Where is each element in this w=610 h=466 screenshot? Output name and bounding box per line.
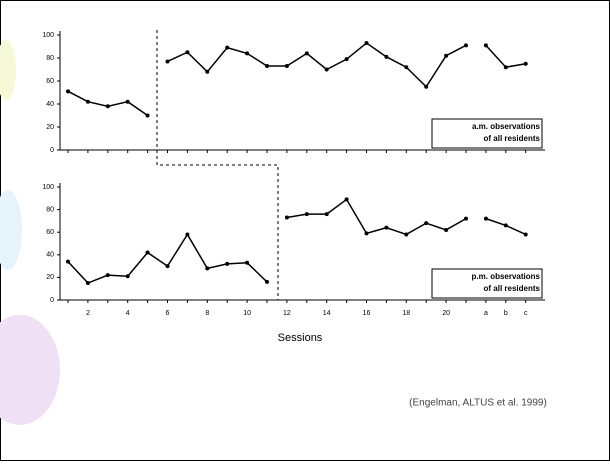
annotation: a.m. observations — [472, 122, 541, 131]
y-tick-label: 40 — [46, 252, 54, 259]
data-point — [66, 259, 70, 264]
x-tick-label: c — [524, 310, 528, 317]
x-axis-title: Sessions — [278, 332, 323, 344]
x-tick-label: 20 — [442, 310, 450, 317]
data-point — [523, 61, 528, 66]
data-point — [503, 223, 508, 228]
x-tick-label: 10 — [243, 310, 251, 317]
decoration — [0, 190, 22, 270]
x-tick-label: 8 — [205, 310, 209, 317]
x-tick-label: a — [484, 310, 488, 317]
data-point — [245, 260, 250, 265]
x-tick-label: 18 — [402, 310, 410, 317]
data-point — [105, 273, 110, 278]
data-point — [145, 250, 150, 255]
decoration — [0, 315, 60, 425]
data-line — [286, 198, 467, 236]
data-point — [384, 225, 389, 230]
data-point — [324, 67, 329, 72]
x-tick-label: 16 — [363, 310, 371, 317]
y-tick-label: 60 — [46, 229, 54, 236]
data-point — [503, 65, 508, 70]
y-tick-label: 100 — [42, 184, 54, 191]
annotation: p.m. observations — [472, 272, 541, 281]
data-point — [364, 41, 369, 46]
data-point — [444, 227, 449, 232]
y-tick-label: 20 — [46, 274, 54, 281]
x-tick-label: b — [504, 310, 508, 317]
data-point — [344, 197, 349, 202]
data-point — [483, 216, 488, 221]
data-point — [145, 113, 150, 118]
data-point — [404, 65, 409, 70]
data-point — [165, 264, 170, 269]
data-point — [245, 51, 250, 56]
data-point — [523, 232, 528, 237]
y-tick-label: 60 — [46, 78, 54, 85]
x-tick-label: 4 — [126, 310, 130, 317]
data-point — [66, 89, 70, 94]
y-tick-label: 100 — [42, 32, 54, 39]
data-point — [85, 99, 90, 104]
y-tick-label: 0 — [50, 297, 54, 304]
y-tick-label: 80 — [46, 55, 54, 62]
x-tick-label: 14 — [323, 310, 331, 317]
data-point — [284, 64, 289, 69]
y-tick-label: 40 — [46, 101, 54, 108]
data-point — [205, 266, 210, 271]
data-line — [167, 42, 467, 88]
data-point — [85, 281, 90, 286]
data-point — [324, 212, 329, 217]
annotation: of all residents — [484, 134, 541, 143]
data-point — [304, 212, 309, 217]
data-point — [384, 54, 389, 59]
data-point — [225, 45, 230, 50]
citation: (Engelman, ALTUS et al. 1999) — [409, 398, 547, 409]
phase-line — [156, 30, 279, 300]
y-tick-label: 20 — [46, 124, 54, 131]
data-point — [464, 43, 468, 48]
data-point — [424, 221, 429, 226]
x-tick-label: 6 — [166, 310, 170, 317]
data-point — [483, 43, 488, 48]
data-point — [105, 104, 110, 109]
data-point — [125, 99, 130, 104]
y-tick-label: 80 — [46, 206, 54, 213]
data-point — [185, 50, 190, 55]
data-point — [424, 84, 429, 89]
data-point — [404, 232, 409, 237]
x-tick-label: 2 — [86, 310, 90, 317]
annotation-box — [431, 268, 543, 299]
data-point — [464, 216, 468, 221]
x-tick-label: 12 — [283, 310, 291, 317]
data-point — [364, 231, 369, 236]
data-point — [304, 51, 309, 56]
annotation-box — [431, 118, 543, 149]
data-point — [265, 64, 269, 69]
data-point — [165, 59, 170, 64]
data-point — [225, 261, 230, 266]
data-point — [344, 57, 349, 62]
data-point — [284, 215, 289, 220]
data-point — [185, 232, 190, 237]
y-tick-label: 0 — [50, 147, 54, 154]
data-point — [444, 53, 449, 58]
data-point — [265, 279, 269, 284]
annotation: of all residents — [484, 284, 541, 293]
decoration — [0, 40, 16, 100]
data-point — [125, 274, 130, 279]
data-point — [205, 69, 210, 74]
